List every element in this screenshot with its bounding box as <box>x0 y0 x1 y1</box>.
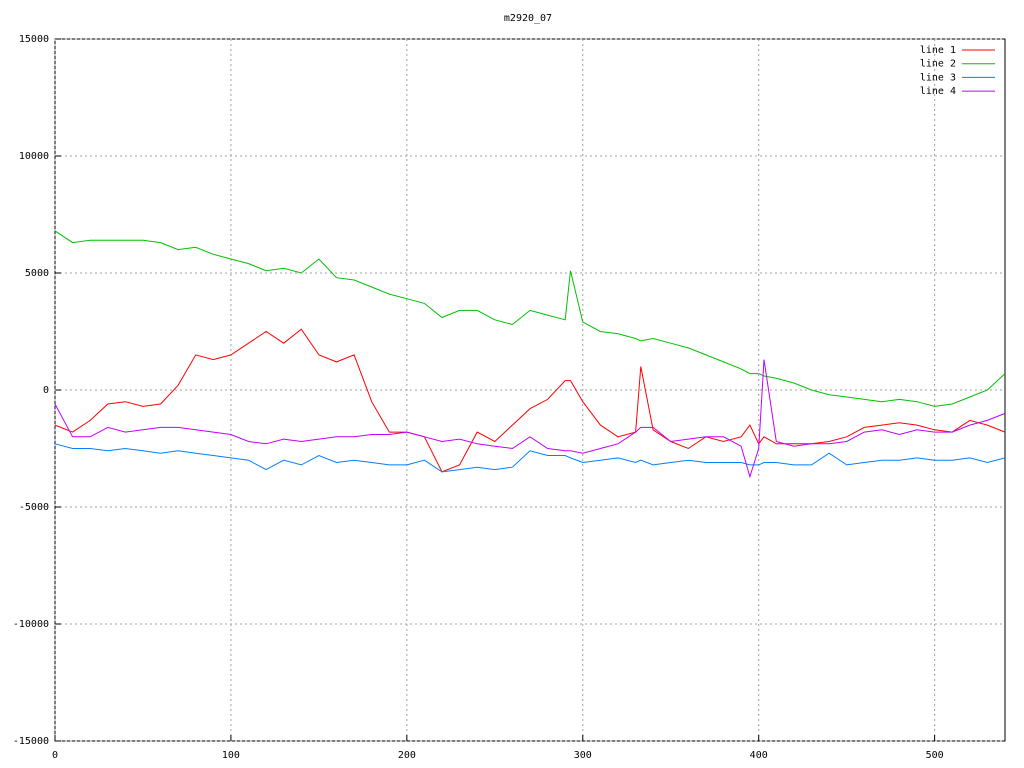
legend-label: line 3 <box>920 72 956 83</box>
x-tick-label: 400 <box>750 750 768 761</box>
y-tick-label: 5000 <box>25 268 49 279</box>
series-line <box>54 443 1006 473</box>
y-tick-label: 0 <box>43 385 49 396</box>
y-tick-label: 15000 <box>19 34 49 45</box>
x-tick-label: 200 <box>398 750 416 761</box>
legend-label: line 2 <box>920 59 956 70</box>
x-tick-label: 500 <box>926 750 944 761</box>
y-tick-label: -10000 <box>13 619 49 630</box>
y-tick-label: 10000 <box>19 151 49 162</box>
y-tick-label: -5000 <box>19 502 49 513</box>
chart-title: m2920_07 <box>504 13 552 24</box>
legend-label: line 4 <box>920 86 956 97</box>
x-tick-label: 100 <box>222 750 240 761</box>
series-line <box>54 359 1006 479</box>
series-line <box>54 328 1006 473</box>
x-tick-label: 300 <box>574 750 592 761</box>
y-tick-label: -15000 <box>13 736 49 747</box>
series-line <box>54 230 1006 407</box>
legend-label: line 1 <box>920 45 956 56</box>
x-tick-label: 0 <box>52 750 58 761</box>
